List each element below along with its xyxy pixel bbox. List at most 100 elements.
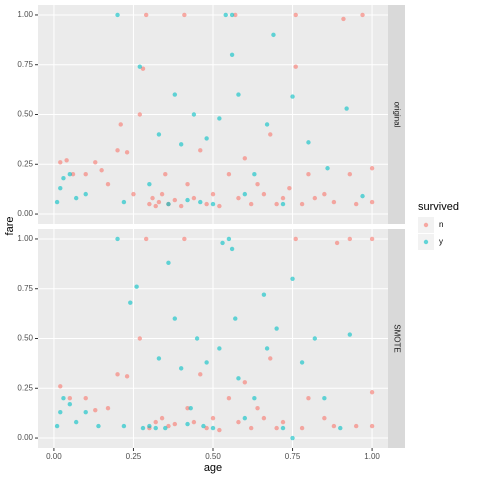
point (140, 425, 146, 431)
point (268, 356, 273, 361)
point (83, 396, 88, 401)
point (226, 172, 232, 177)
y-tick-label: 0.75 (17, 60, 33, 69)
point (96, 423, 101, 429)
point (121, 199, 127, 205)
point (124, 374, 130, 379)
point (115, 148, 120, 153)
point (306, 140, 311, 145)
point (166, 201, 171, 207)
point (124, 150, 130, 155)
facet-label: SMOTE (392, 324, 401, 352)
point (264, 346, 270, 351)
point (143, 12, 149, 18)
point (178, 366, 184, 371)
point (293, 236, 298, 242)
point (172, 197, 178, 203)
point (217, 203, 222, 209)
point (280, 419, 286, 425)
point (369, 423, 375, 429)
point (369, 199, 375, 205)
point (153, 203, 158, 209)
point (217, 346, 222, 351)
x-tick-label: 0.25 (126, 452, 142, 461)
point (194, 336, 200, 341)
point (280, 195, 286, 201)
point (299, 201, 305, 207)
legend-label: y (439, 237, 443, 246)
point (159, 191, 165, 197)
point (58, 409, 63, 415)
point (156, 199, 162, 205)
point (64, 158, 69, 163)
point (236, 92, 241, 97)
point (137, 112, 143, 117)
point (58, 384, 63, 389)
point (147, 423, 152, 429)
point (248, 425, 254, 431)
point (105, 181, 111, 187)
point (236, 195, 241, 201)
point (268, 132, 273, 137)
point (67, 172, 73, 177)
point (274, 326, 279, 331)
point (210, 201, 216, 207)
point (198, 372, 203, 377)
point (236, 376, 241, 381)
x-tick-label: 0.00 (46, 452, 62, 461)
point (147, 201, 152, 207)
point (264, 122, 270, 127)
point (159, 415, 165, 421)
point (178, 142, 184, 147)
point (280, 201, 286, 207)
point (290, 94, 295, 99)
point (153, 419, 158, 425)
point (182, 12, 187, 18)
point (61, 396, 66, 401)
point (261, 191, 267, 197)
point (83, 172, 88, 177)
point (70, 172, 76, 177)
point (341, 16, 346, 22)
point (360, 12, 365, 18)
point (347, 172, 353, 177)
point (67, 396, 73, 401)
point (242, 191, 248, 197)
y-tick-label: 0.00 (17, 209, 33, 218)
point (261, 415, 267, 421)
point (73, 419, 79, 425)
point (331, 199, 337, 205)
point (182, 236, 187, 242)
point (261, 292, 267, 297)
point (204, 136, 209, 141)
point (150, 195, 155, 201)
point (178, 203, 184, 209)
point (185, 421, 190, 427)
point (271, 32, 276, 38)
point (369, 236, 375, 242)
point (140, 66, 146, 71)
point (156, 356, 162, 361)
y-axis-label: fare (4, 217, 16, 236)
point (226, 236, 232, 242)
point (210, 415, 216, 421)
legend-marker (423, 239, 429, 245)
point (248, 201, 254, 207)
point (252, 396, 257, 401)
point (172, 92, 178, 97)
point (128, 300, 133, 305)
point (210, 425, 216, 431)
point (347, 236, 353, 242)
point (334, 240, 340, 246)
point (353, 201, 359, 207)
point (191, 112, 197, 117)
point (293, 12, 298, 18)
point (134, 284, 139, 289)
point (229, 12, 235, 18)
point (369, 166, 375, 171)
point (360, 193, 365, 199)
y-tick-label: 0.25 (17, 159, 33, 168)
point (93, 160, 98, 165)
point (242, 415, 248, 421)
point (255, 405, 260, 411)
